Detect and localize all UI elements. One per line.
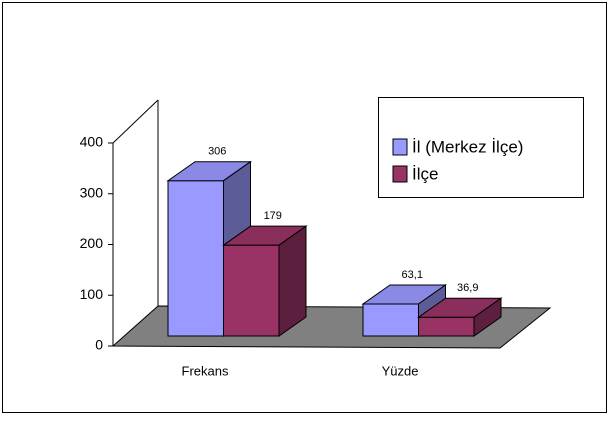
legend — [378, 97, 584, 198]
data-label: 36,9 — [457, 282, 478, 294]
bar — [418, 316, 475, 337]
y-tick-label: 0 — [95, 337, 103, 353]
bar-side — [278, 225, 307, 337]
bar — [223, 244, 280, 337]
y-tick-label: 200 — [80, 235, 104, 251]
x-tick-label: Frekans — [182, 363, 229, 378]
bar — [167, 180, 224, 337]
data-label: 179 — [264, 210, 282, 222]
y-tick-label: 100 — [80, 286, 104, 302]
marks — [166, 160, 503, 337]
legend-swatch — [392, 165, 408, 183]
wall-edge — [112, 99, 159, 144]
data-label: 63,1 — [402, 269, 423, 281]
legend-swatch — [392, 138, 408, 156]
chart-border — [2, 2, 607, 413]
x-tick-label: Yüzde — [382, 363, 419, 378]
data-label: 306 — [208, 146, 226, 158]
legend-label: İlçe — [412, 164, 438, 183]
bar — [362, 303, 419, 337]
legend-label: İl (Merkez İlçe) — [412, 137, 523, 156]
y-tick-label: 400 — [80, 134, 104, 150]
bar-side — [473, 297, 502, 337]
y-tick-label: 300 — [80, 184, 104, 200]
